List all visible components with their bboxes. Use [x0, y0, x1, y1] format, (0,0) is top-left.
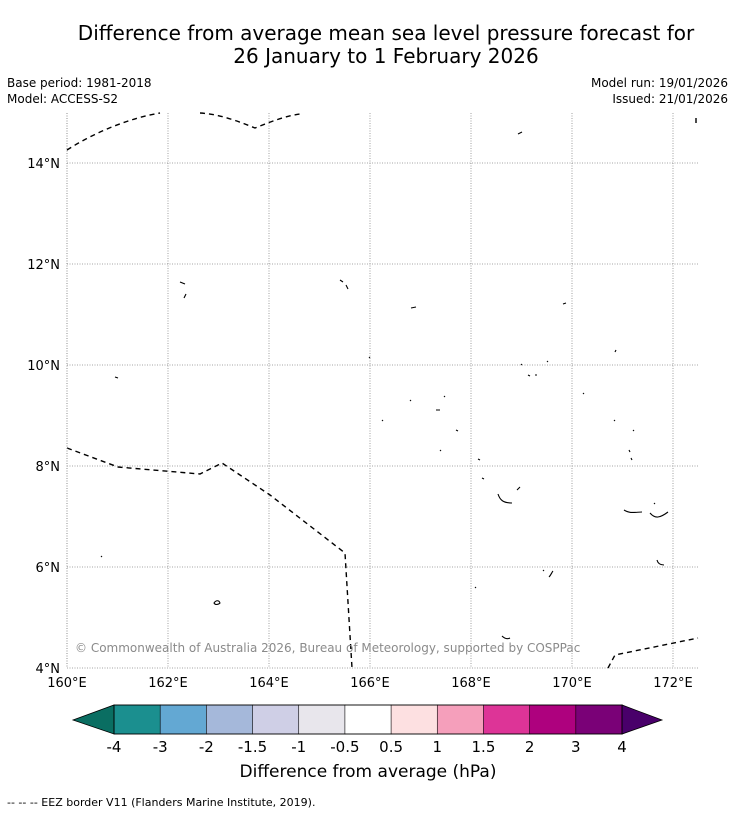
lon-label: 164°E — [249, 676, 289, 691]
lat-label: 12°N — [27, 258, 60, 273]
eez-footnote: -- -- -- EEZ border V11 (Flanders Marine… — [7, 796, 316, 809]
lon-label: 160°E — [47, 676, 87, 691]
lat-label: 6°N — [36, 561, 61, 576]
island-9 — [520, 360, 549, 377]
colorbar-swatch — [436, 704, 485, 735]
colorbar-swatch — [529, 704, 577, 735]
colorbar-tick-label: 2 — [525, 738, 535, 756]
island-10 — [409, 392, 585, 402]
model-name: Model: ACCESS-S2 — [7, 92, 119, 106]
island-12 — [613, 419, 635, 461]
eez-borders — [66, 112, 699, 669]
colorbar-tick-label: -1.5 — [238, 738, 267, 756]
island-wake — [517, 131, 523, 135]
lat-label: 10°N — [27, 359, 60, 374]
island-4 — [410, 306, 417, 309]
lon-labels: 160°E 162°E 164°E 166°E 168°E 170°E 172°… — [47, 676, 693, 691]
colorbar: -4 -3 -2 -1.5 -1 -0.5 0.5 1 1.5 2 3 4 — [71, 704, 664, 756]
island-5 — [562, 302, 567, 305]
island-13 — [439, 449, 485, 480]
island-16 — [653, 502, 665, 566]
colorbar-under-arrow — [71, 704, 115, 735]
colorbar-swatch — [344, 704, 392, 735]
eez-border-southeast — [607, 637, 699, 669]
colorbar-tick-label: 4 — [617, 738, 627, 756]
colorbar-tick-label: 3 — [571, 738, 581, 756]
island-15 — [623, 509, 669, 518]
meta-left: Base period: 1981-2018 Model: ACCESS-S2 — [7, 75, 152, 107]
colorbar-swatch — [483, 704, 531, 735]
colorbar-tick-label: 1.5 — [472, 738, 496, 756]
eez-border-north-2 — [199, 112, 301, 129]
colorbar-swatch — [206, 704, 254, 735]
colorbar-swatch — [159, 704, 208, 735]
meta-right: Model run: 19/01/2026 Issued: 21/01/2026 — [591, 75, 728, 107]
colorbar-swatch — [252, 704, 300, 735]
issued-date: Issued: 21/01/2026 — [612, 92, 728, 106]
chart-title: Difference from average mean sea level p… — [0, 22, 736, 68]
title-line-2: 26 January to 1 February 2026 — [233, 44, 539, 68]
model-run: Model run: 19/01/2026 — [590, 76, 728, 90]
colorbar-over-arrow — [621, 704, 664, 735]
colorbar-tick-label: -0.5 — [330, 738, 359, 756]
map-background — [67, 113, 698, 668]
lon-label: 168°E — [451, 676, 491, 691]
title-line-1: Difference from average mean sea level p… — [77, 21, 695, 45]
island-2 — [183, 293, 187, 299]
island-7 — [614, 349, 617, 353]
colorbar-swatch — [390, 704, 439, 735]
island-19 — [501, 635, 511, 640]
island-6 — [368, 356, 371, 359]
base-period: Base period: 1981-2018 — [7, 76, 152, 90]
lon-label: 162°E — [148, 676, 188, 691]
colorbar-tick-label: -4 — [107, 738, 122, 756]
copyright-notice: © Commonwealth of Australia 2026, Bureau… — [75, 641, 581, 655]
lat-label: 4°N — [36, 662, 61, 677]
island-11 — [381, 409, 459, 432]
colorbar-outline — [113, 704, 623, 735]
colorbar-tick-label: 1 — [432, 738, 442, 756]
eez-border-north — [66, 112, 161, 151]
lat-label: 8°N — [36, 460, 61, 475]
map-panel: 14°N 12°N 10°N 8°N 6°N 4°N 160°E 162°E 1… — [27, 112, 699, 691]
colorbar-swatch — [113, 704, 161, 735]
colorbar-tick-label: -3 — [153, 738, 168, 756]
islands — [100, 131, 669, 640]
island-3 — [339, 279, 349, 290]
lat-label: 14°N — [27, 157, 60, 172]
colorbar-ticks: -4 -3 -2 -1.5 -1 -0.5 0.5 1 1.5 2 3 4 — [107, 738, 627, 756]
colorbar-tick-label: -2 — [199, 738, 214, 756]
island-17 — [100, 555, 554, 578]
island-14 — [497, 486, 521, 504]
lat-labels: 14°N 12°N 10°N 8°N 6°N 4°N — [27, 157, 60, 677]
colorbar-swatches — [113, 704, 623, 735]
colorbar-tick-label: -1 — [291, 738, 306, 756]
eez-border-west — [66, 447, 353, 669]
lon-label: 172°E — [653, 676, 693, 691]
lon-label: 170°E — [552, 676, 592, 691]
colorbar-swatch — [298, 704, 346, 735]
colorbar-label: Difference from average (hPa) — [239, 762, 497, 782]
colorbar-tick-label: 0.5 — [379, 738, 403, 756]
island-1 — [179, 281, 186, 285]
lon-label: 166°E — [350, 676, 390, 691]
colorbar-swatch — [575, 704, 623, 735]
island-18 — [213, 586, 477, 606]
island-8 — [114, 376, 119, 379]
